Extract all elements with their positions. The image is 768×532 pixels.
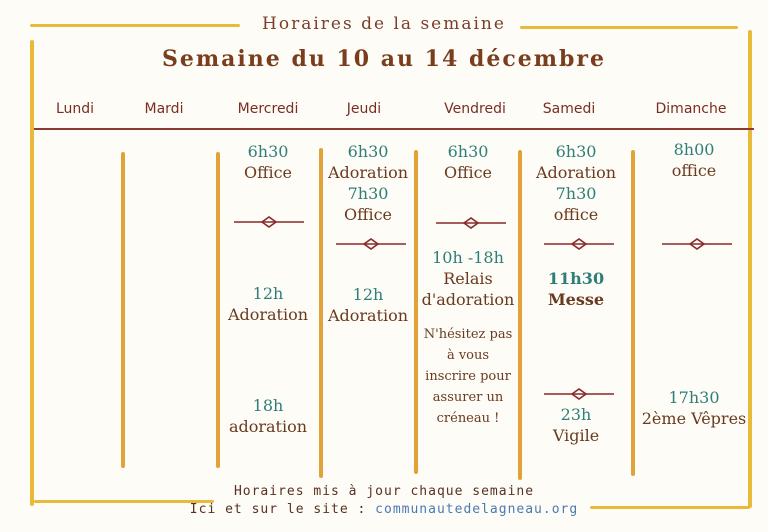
column-divider bbox=[518, 150, 522, 480]
page-title: Semaine du 10 au 14 décembre bbox=[162, 46, 606, 72]
jeudi-event-3: 12h Adoration bbox=[322, 284, 414, 326]
event-time: 10h -18h bbox=[432, 248, 504, 267]
samedi-event-3: 11h30 Messe bbox=[522, 268, 630, 310]
day-samedi: Samedi bbox=[542, 101, 596, 117]
event-time: 7h30 bbox=[347, 184, 389, 203]
day-jeudi: Jeudi bbox=[346, 101, 382, 117]
event-label: Relais bbox=[443, 269, 493, 288]
event-time: 17h30 bbox=[668, 388, 720, 407]
event-label: Adoration bbox=[535, 163, 617, 182]
column-divider bbox=[414, 150, 418, 474]
event-label: Adoration bbox=[327, 163, 409, 182]
ornament-divider bbox=[662, 238, 732, 250]
day-lundi: Lundi bbox=[55, 101, 95, 117]
event-time: 12h bbox=[252, 284, 284, 303]
event-label: d'adoration bbox=[421, 290, 515, 309]
event-time: 18h bbox=[252, 396, 284, 415]
event-time: 12h bbox=[352, 285, 384, 304]
event-label: office bbox=[553, 205, 599, 224]
day-mardi: Mardi bbox=[144, 101, 184, 117]
samedi-event-1: 6h30 Adoration 7h30 office bbox=[522, 141, 630, 225]
samedi-event-4: 23h Vigile bbox=[522, 404, 630, 446]
event-time: 6h30 bbox=[447, 142, 489, 161]
event-time: 6h30 bbox=[347, 142, 389, 161]
footer-site-prefix: Ici et sur le site : bbox=[189, 502, 376, 517]
column-divider bbox=[121, 152, 125, 468]
event-time: 11h30 bbox=[547, 269, 605, 288]
day-vendredi: Vendredi bbox=[444, 101, 506, 117]
event-label: 2ème Vêpres bbox=[641, 409, 747, 428]
dimanche-event-1: 8h00 office bbox=[635, 139, 753, 181]
ornament-divider bbox=[436, 217, 506, 229]
subtitle: Horaires de la semaine bbox=[262, 14, 506, 34]
ornament-divider bbox=[336, 238, 406, 250]
ornament-divider bbox=[544, 238, 614, 250]
jeudi-event-1: 6h30 Adoration 7h30 Office bbox=[322, 141, 414, 225]
note-line: N'hésitez pas bbox=[423, 327, 513, 342]
note-line: inscrire pour bbox=[425, 369, 511, 384]
note-line: créneau ! bbox=[436, 411, 500, 426]
event-label: Messe bbox=[547, 290, 605, 309]
dimanche-event-2: 17h30 2ème Vêpres bbox=[635, 387, 753, 429]
mercredi-event-1: 6h30 Office bbox=[220, 141, 316, 183]
frame-top-left bbox=[30, 24, 240, 27]
frame-right bbox=[748, 30, 752, 508]
website-link[interactable]: communautedelagneau.org bbox=[375, 502, 579, 517]
footer-site-line: Ici et sur le site : communautedelagneau… bbox=[0, 502, 768, 517]
ornament-divider bbox=[544, 388, 614, 400]
vendredi-event-2: 10h -18h Relais d'adoration bbox=[418, 247, 518, 310]
event-time: 23h bbox=[560, 405, 592, 424]
note-line: à vous bbox=[446, 348, 490, 363]
day-mercredi: Mercredi bbox=[237, 101, 299, 117]
footer-update-note: Horaires mis à jour chaque semaine bbox=[233, 484, 535, 499]
header-divider bbox=[34, 128, 754, 130]
vendredi-note: N'hésitez pas à vous inscrire pour assur… bbox=[418, 324, 518, 429]
note-line: assurer un bbox=[432, 390, 504, 405]
day-dimanche: Dimanche bbox=[655, 101, 727, 117]
column-divider bbox=[216, 152, 220, 468]
vendredi-event-1: 6h30 Office bbox=[418, 141, 518, 183]
frame-top-right bbox=[520, 26, 738, 29]
event-label: office bbox=[671, 161, 717, 180]
frame-left bbox=[30, 40, 34, 506]
event-time: 8h00 bbox=[673, 140, 715, 159]
event-time: 7h30 bbox=[555, 184, 597, 203]
event-time: 6h30 bbox=[555, 142, 597, 161]
mercredi-event-3: 18h adoration bbox=[220, 395, 316, 437]
event-label: Adoration bbox=[227, 305, 309, 324]
event-time: 6h30 bbox=[247, 142, 289, 161]
event-label: Vigile bbox=[552, 426, 600, 445]
event-label: Office bbox=[443, 163, 493, 182]
event-label: adoration bbox=[228, 417, 308, 436]
frame-bottom-right bbox=[590, 506, 750, 509]
event-label: Office bbox=[343, 205, 393, 224]
event-label: Adoration bbox=[327, 306, 409, 325]
column-divider bbox=[319, 148, 323, 478]
mercredi-event-2: 12h Adoration bbox=[220, 283, 316, 325]
frame-bottom-left bbox=[34, 500, 214, 503]
ornament-divider bbox=[234, 216, 304, 228]
event-label: Office bbox=[243, 163, 293, 182]
column-divider bbox=[631, 150, 635, 476]
